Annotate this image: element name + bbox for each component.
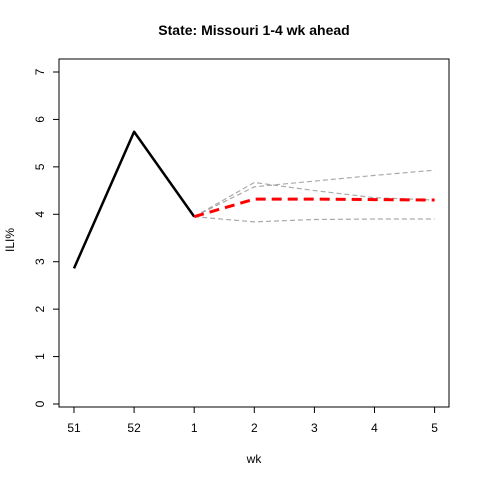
forecast-bound-line xyxy=(194,216,435,223)
y-tick-label: 2 xyxy=(33,305,47,312)
y-tick-label: 1 xyxy=(33,353,47,360)
chart-title: State: Missouri 1-4 wk ahead xyxy=(158,22,349,38)
x-tick-label: 3 xyxy=(311,421,318,435)
x-tick-label: 51 xyxy=(67,421,81,435)
forecast-bound-line xyxy=(193,169,435,218)
x-axis-label: wk xyxy=(246,452,263,466)
y-tick-label: 5 xyxy=(33,163,47,170)
x-tick-label: 2 xyxy=(251,421,258,435)
observed-ili-line xyxy=(72,130,196,269)
y-tick-label: 4 xyxy=(33,211,47,218)
forecast-line xyxy=(193,197,435,219)
x-tick-label: 1 xyxy=(191,421,198,435)
plot-frame xyxy=(58,58,450,408)
x-axis: 51 52 1 2 3 4 5 xyxy=(67,406,438,435)
x-tick-label: 4 xyxy=(371,421,378,435)
x-tick-label: 5 xyxy=(431,421,438,435)
y-tick-label: 6 xyxy=(33,116,47,123)
y-tick-label: 7 xyxy=(33,68,47,75)
series-layer xyxy=(72,130,435,269)
y-axis-label: ILI% xyxy=(3,228,17,252)
y-tick-label: 0 xyxy=(33,400,47,407)
x-tick-label: 52 xyxy=(127,421,141,435)
y-tick-label: 3 xyxy=(33,258,47,265)
y-axis: 0 1 2 3 4 5 6 7 xyxy=(33,68,60,407)
forecast-bound-line xyxy=(193,181,435,218)
